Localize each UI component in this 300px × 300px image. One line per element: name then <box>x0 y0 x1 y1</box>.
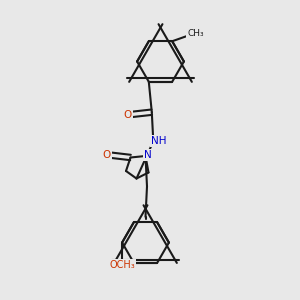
Text: N: N <box>144 150 152 160</box>
Text: O: O <box>123 110 132 119</box>
Text: NH: NH <box>151 136 167 146</box>
Text: OCH₃: OCH₃ <box>109 260 135 270</box>
Text: O: O <box>103 150 111 160</box>
Text: CH₃: CH₃ <box>188 29 204 38</box>
